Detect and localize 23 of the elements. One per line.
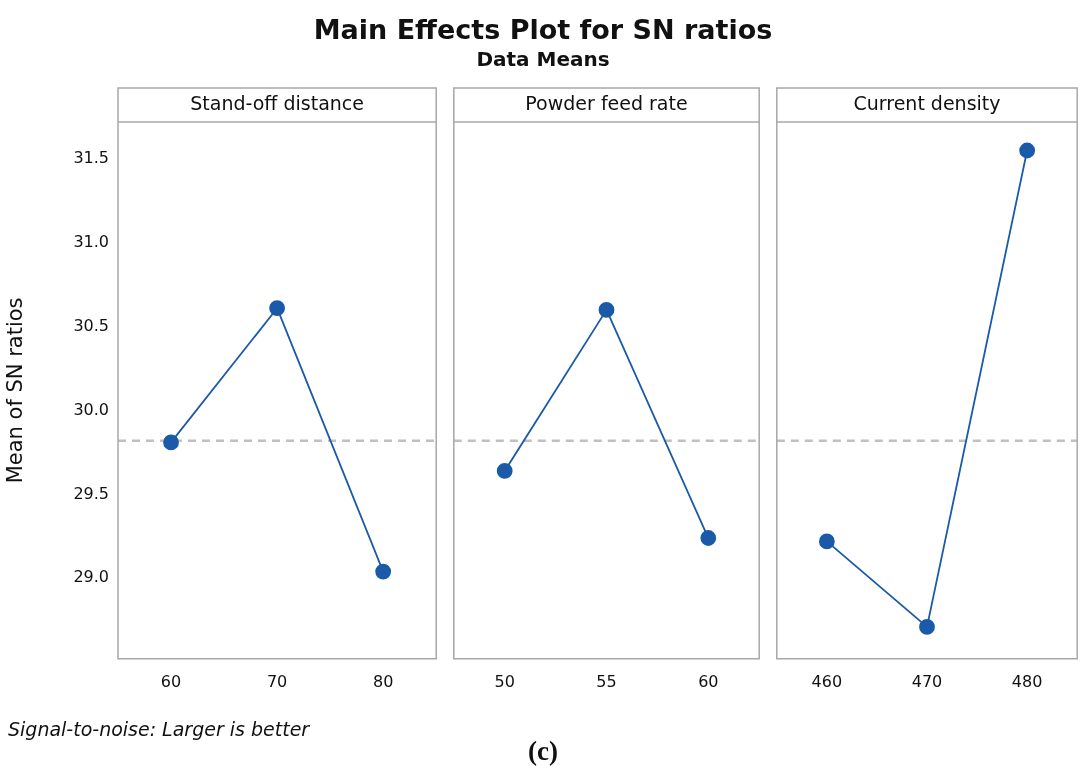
x-tick-label: 470 — [911, 671, 943, 691]
chart-title: Powder feed rate — [525, 91, 688, 114]
x-tick-label: 460 — [811, 671, 843, 691]
y-tick-label: 30.5 — [73, 315, 109, 335]
x-tick-label: 480 — [1011, 671, 1043, 691]
x-tick-label: 80 — [372, 671, 394, 691]
y-axis-title: Mean of SN ratios — [3, 297, 28, 484]
x-tick-label: 70 — [266, 671, 288, 691]
chart-title: Current density — [853, 91, 1001, 114]
y-tick-label: 30.0 — [73, 399, 109, 419]
y-tick-label: 29.5 — [73, 483, 109, 503]
text: Data Means — [475, 47, 611, 71]
y-tick-label: 29.0 — [73, 567, 109, 587]
text: Signal-to-noise: Larger is better — [8, 718, 310, 740]
text: (c) — [528, 736, 558, 766]
x-tick-label: 55 — [596, 671, 617, 691]
x-tick-label: 60 — [160, 671, 182, 691]
text: Main Effects Plot for SN ratios — [312, 14, 774, 45]
y-tick-label: 31.5 — [73, 148, 109, 168]
x-tick-label: 60 — [698, 671, 719, 691]
y-tick-label: 31.0 — [73, 231, 109, 251]
x-tick-label: 50 — [494, 671, 515, 691]
chart-title: Stand-off distance — [190, 91, 364, 114]
